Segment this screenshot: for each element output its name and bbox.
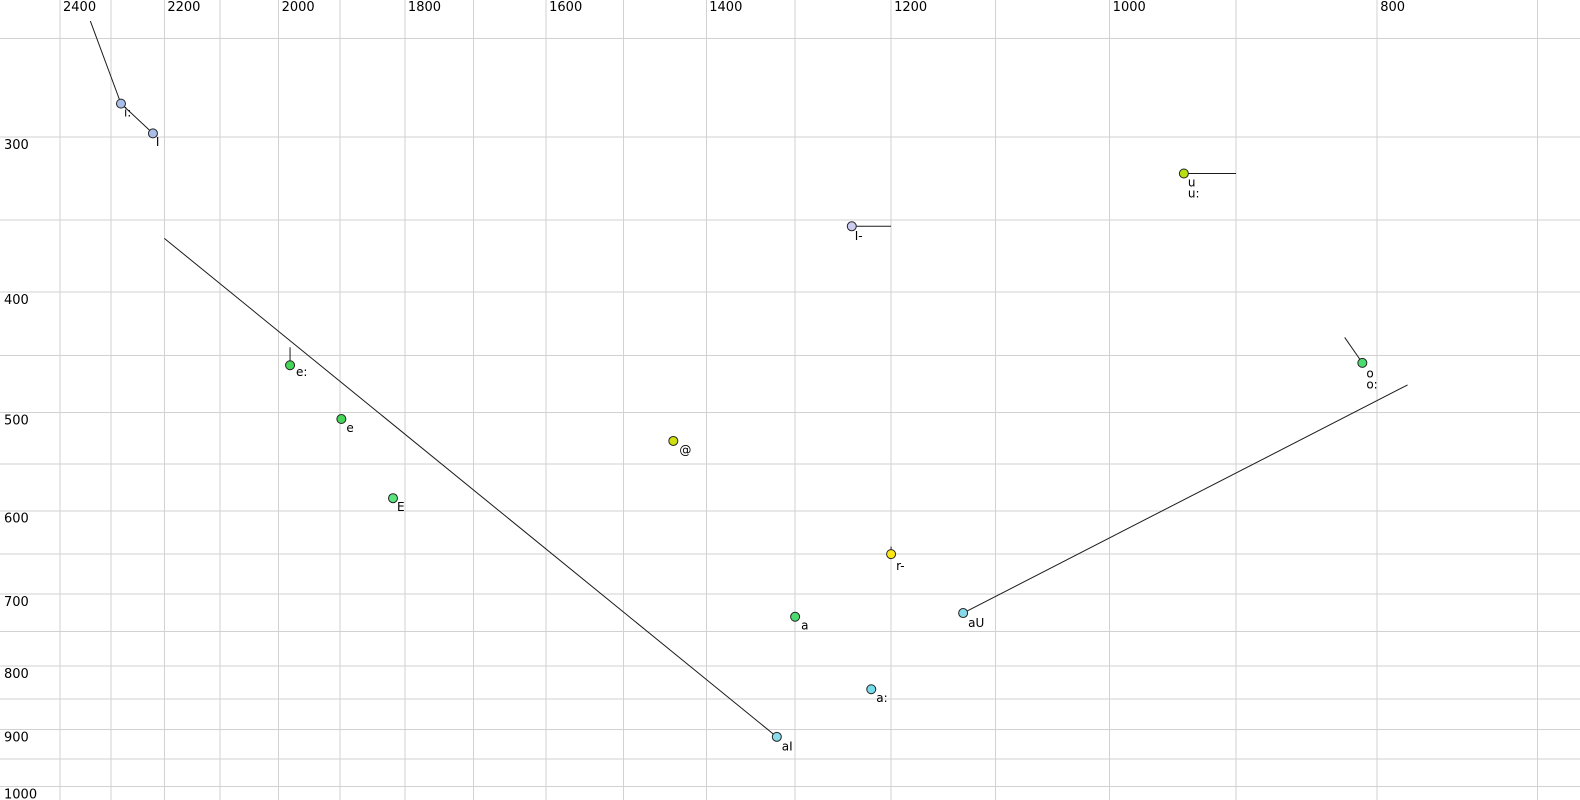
vowel-point-aU[interactable] [958, 608, 969, 619]
vowel-point-o[interactable] [1357, 357, 1368, 368]
trajectory-aU-glide [962, 384, 1408, 614]
vowel-label-r-: r- [896, 559, 905, 573]
vowel-label-o:: o: [1366, 378, 1377, 392]
vowel-point-u[interactable] [1178, 168, 1189, 179]
vowel-point-a:[interactable] [866, 684, 877, 695]
x-tick-label-2400: 2400 [63, 0, 96, 15]
vowel-label-E: E [397, 500, 405, 514]
y-tick-label-900: 900 [4, 730, 29, 745]
y-tick-label-600: 600 [4, 512, 29, 527]
y-tick-label-300: 300 [4, 138, 29, 153]
vowel-point-r-[interactable] [886, 549, 897, 560]
x-tick-label-2200: 2200 [167, 0, 200, 15]
vowel-label-aU: aU [968, 616, 984, 630]
vowel-label-aI: aI [782, 740, 793, 754]
vowel-label-i:: i: [124, 105, 131, 119]
vowel-point-e:[interactable] [285, 360, 296, 371]
vowel-point-I[interactable] [147, 128, 158, 139]
x-tick-label-2000: 2000 [282, 0, 315, 15]
x-tick-label-1000: 1000 [1113, 0, 1146, 15]
trajectory-o-glide [1344, 337, 1363, 364]
y-tick-label-1000: 1000 [4, 787, 37, 800]
vowel-label-a:: a: [876, 691, 887, 705]
x-tick-label-800: 800 [1380, 0, 1405, 15]
vowel-label-u:: u: [1188, 186, 1200, 200]
vowel-label-@: @ [679, 443, 691, 457]
vowel-label-e:: e: [296, 365, 307, 379]
x-tick-label-1400: 1400 [709, 0, 742, 15]
vowel-point-i:[interactable] [115, 98, 126, 109]
x-tick-label-1200: 1200 [894, 0, 927, 15]
y-tick-label-800: 800 [4, 667, 29, 682]
vowel-label-I-: I- [855, 229, 863, 243]
vowel-point-a[interactable] [790, 611, 801, 622]
y-tick-label-400: 400 [4, 293, 29, 308]
vowel-point-@[interactable] [668, 435, 679, 446]
vowel-label-o: o [1366, 367, 1373, 381]
vowel-point-E[interactable] [388, 493, 399, 504]
vowel-point-e[interactable] [336, 414, 347, 425]
trajectory-i-glide [89, 20, 154, 134]
y-tick-label-700: 700 [4, 595, 29, 610]
vowel-label-a: a [801, 619, 808, 633]
vowel-label-u: u [1188, 175, 1196, 189]
y-tick-label-500: 500 [4, 413, 29, 428]
trajectory-aI-glide [164, 237, 778, 738]
x-tick-label-1600: 1600 [549, 0, 582, 15]
vowel-label-e: e [346, 421, 353, 435]
x-tick-label-1800: 1800 [408, 0, 441, 15]
vowel-point-aI[interactable] [771, 731, 782, 742]
vowel-label-I: I [156, 135, 160, 149]
vowel-point-I-[interactable] [846, 221, 857, 232]
